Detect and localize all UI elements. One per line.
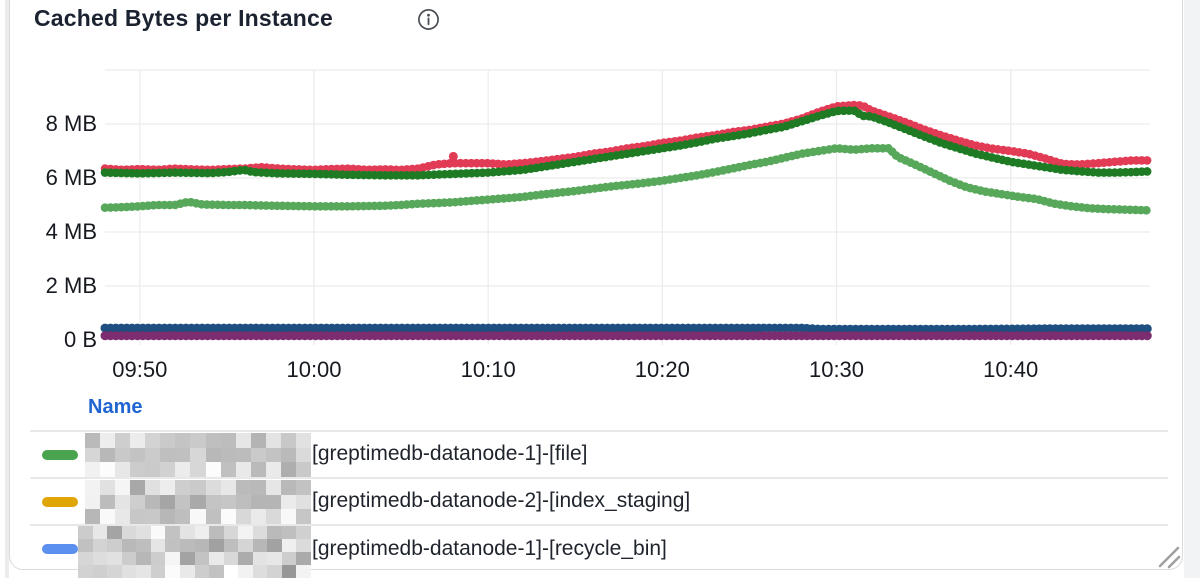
legend-label: [greptimedb-datanode-1]-[recycle_bin] — [312, 537, 667, 560]
redacted-pixelated-text — [85, 480, 311, 524]
resize-handle[interactable] — [1156, 544, 1184, 572]
legend-label: [greptimedb-datanode-2]-[index_staging] — [312, 489, 691, 512]
legend-row-file[interactable]: [greptimedb-datanode-1]-[file] — [0, 432, 1180, 478]
legend-row-index-staging[interactable]: [greptimedb-datanode-2]-[index_staging] — [0, 479, 1180, 525]
legend-column-header-name[interactable]: Name — [88, 396, 143, 418]
series-dark-green — [100, 106, 1155, 180]
panel-title: Cached Bytes per Instance — [34, 5, 334, 31]
redacted-pixelated-text — [85, 433, 311, 477]
legend-separator — [30, 524, 1168, 526]
series-marker-green — [42, 450, 78, 460]
legend-separator — [30, 477, 1168, 479]
series-navy — [100, 323, 1155, 334]
outlier-point — [448, 151, 458, 161]
panel-gap-divider — [5, 0, 9, 578]
series-light-green — [100, 144, 1155, 215]
info-icon[interactable] — [417, 8, 440, 31]
page-background-right — [1184, 0, 1200, 578]
series-crimson — [100, 100, 1155, 175]
legend-label: [greptimedb-datanode-1]-[file] — [312, 442, 588, 465]
redacted-pixelated-text — [78, 526, 311, 578]
series-marker-gold — [42, 497, 78, 507]
series-marker-blue — [42, 544, 78, 554]
legend-row-recycle-bin[interactable]: [greptimedb-datanode-1]-[recycle_bin] — [0, 526, 1180, 578]
panel-border — [9, 0, 1183, 570]
legend-separator — [30, 430, 1168, 432]
